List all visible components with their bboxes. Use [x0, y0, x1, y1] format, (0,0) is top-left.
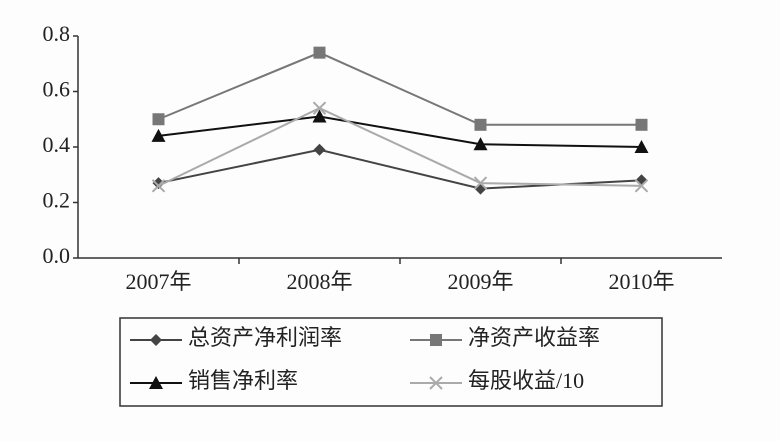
- y-tick-label: 0.0: [43, 243, 71, 268]
- y-tick-label: 0.8: [43, 21, 71, 46]
- y-tick-label: 0.4: [43, 132, 71, 157]
- marker: [151, 128, 166, 142]
- marker: [473, 137, 488, 151]
- marker: [430, 334, 442, 346]
- marker: [473, 176, 488, 190]
- marker: [151, 179, 166, 193]
- legend-label: 每股收益/10: [468, 368, 584, 393]
- x-tick-label: 2007年: [125, 269, 191, 294]
- marker: [312, 101, 327, 115]
- x-tick-label: 2010年: [608, 269, 674, 294]
- marker: [474, 118, 487, 131]
- y-tick-label: 0.6: [43, 77, 71, 102]
- legend-box: [119, 317, 663, 407]
- series-line: [158, 51, 642, 126]
- marker: [152, 177, 165, 190]
- legend-label: 销售净利率: [188, 368, 298, 393]
- marker: [312, 109, 327, 123]
- marker: [152, 113, 165, 126]
- series-line: [158, 115, 642, 148]
- marker: [149, 376, 163, 389]
- legend-label: 总资产净利润率: [188, 325, 342, 350]
- marker: [634, 179, 649, 193]
- x-tick-label: 2008年: [286, 269, 352, 294]
- marker: [635, 118, 648, 131]
- series-line: [158, 107, 642, 187]
- x-tick-label: 2009年: [447, 269, 513, 294]
- marker: [634, 140, 649, 153]
- legend-label: 净资产收益率: [468, 325, 600, 350]
- marker: [429, 376, 443, 390]
- marker: [313, 46, 326, 59]
- y-tick-label: 0.2: [43, 188, 71, 213]
- marker: [313, 143, 326, 156]
- marker: [150, 334, 162, 346]
